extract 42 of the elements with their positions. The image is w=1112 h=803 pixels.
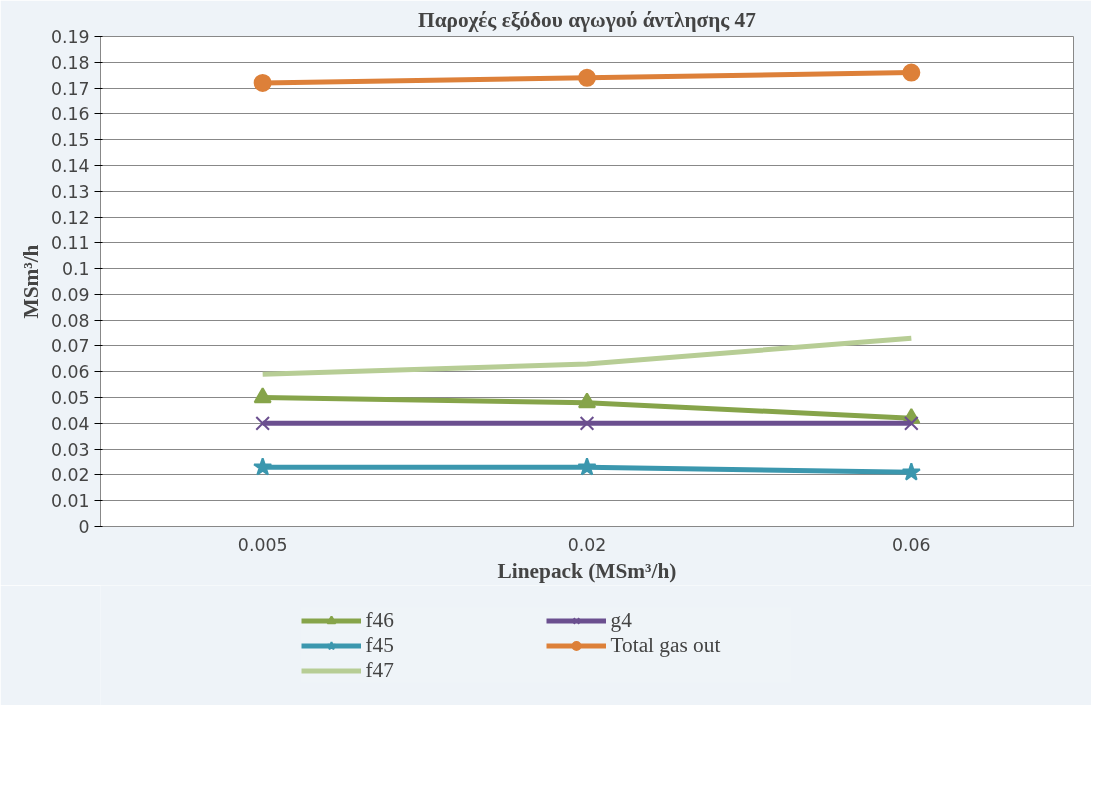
y-axis-title: MSm³/h [18, 244, 43, 319]
y-tick-label: 0.06 [50, 362, 90, 383]
point [578, 68, 596, 87]
y-tick-label: 0.08 [50, 310, 90, 331]
y-tick-label: 0.15 [50, 130, 90, 151]
y-tick-label: 0.19 [50, 27, 90, 47]
y-tick-label: 0 [78, 517, 90, 537]
x-tick-label: 0.06 [892, 534, 931, 555]
y-tick-label: 0.01 [50, 491, 90, 512]
chart-title: Παροχές εξόδου αγωγού άντλησης 47 [418, 7, 757, 32]
legend-label: Total gas out [610, 632, 722, 658]
x-tick-label: 0.02 [567, 534, 607, 555]
point [253, 73, 272, 92]
y-tick-label: 0.03 [50, 439, 90, 460]
y-tick-label: 0.02 [50, 465, 90, 486]
point [579, 415, 595, 431]
point [253, 387, 272, 404]
y-tick-label: 0.14 [50, 155, 90, 176]
legend-label: f46 [365, 607, 395, 633]
point [577, 457, 597, 476]
y-tick-label: 0.07 [50, 336, 90, 357]
y-tick-label: 0.05 [50, 388, 90, 409]
legend-label: g4 [610, 607, 633, 633]
point [255, 415, 271, 431]
point [253, 457, 273, 476]
point [901, 462, 921, 481]
point [903, 415, 919, 431]
point [578, 392, 596, 409]
y-tick-label: 0.13 [50, 181, 90, 202]
legend-label: f47 [365, 657, 395, 683]
y-tick-label: 0.11 [50, 233, 90, 254]
x-tick-label: 0.005 [237, 534, 288, 555]
y-tick-label: 0.16 [50, 104, 90, 125]
y-tick-label: 0.09 [50, 284, 90, 305]
x-axis-title: Linepack (MSm³/h) [497, 558, 677, 583]
y-tick-label: 0.17 [50, 78, 90, 99]
legend-label: f45 [365, 632, 395, 658]
point [902, 63, 921, 82]
y-tick-label: 0.04 [50, 413, 90, 434]
y-tick-label: 0.18 [50, 52, 90, 73]
y-tick-label: 0.12 [50, 207, 90, 228]
y-tick-label: 0.1 [61, 259, 90, 280]
